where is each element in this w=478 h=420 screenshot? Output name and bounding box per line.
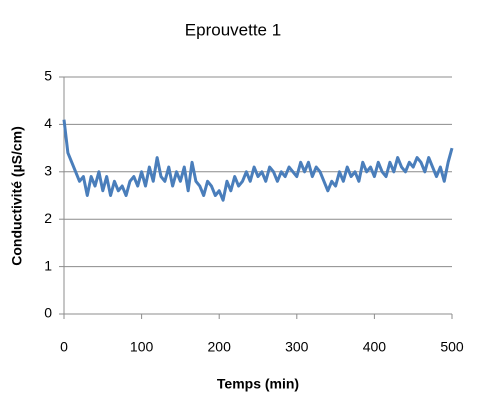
x-tick-label: 300 xyxy=(285,339,309,355)
x-tick-label: 200 xyxy=(208,339,232,355)
chart-title: Eprouvette 1 xyxy=(185,20,281,39)
x-tick-label: 100 xyxy=(130,339,154,355)
y-tick-label: 3 xyxy=(44,163,52,179)
y-tick-label: 5 xyxy=(44,68,52,84)
y-tick-label: 4 xyxy=(44,115,52,131)
data-line xyxy=(62,119,454,202)
x-tick-label: 500 xyxy=(440,339,464,355)
y-tick-label: 0 xyxy=(44,305,52,321)
x-tick-label: 400 xyxy=(363,339,387,355)
y-tick-label: 2 xyxy=(44,210,52,226)
x-tick-label: 0 xyxy=(60,339,68,355)
y-axis-label: Conductivité (µS/cm) xyxy=(9,126,25,266)
x-axis-label: Temps (min) xyxy=(217,376,299,392)
y-tick-label: 1 xyxy=(44,257,52,273)
